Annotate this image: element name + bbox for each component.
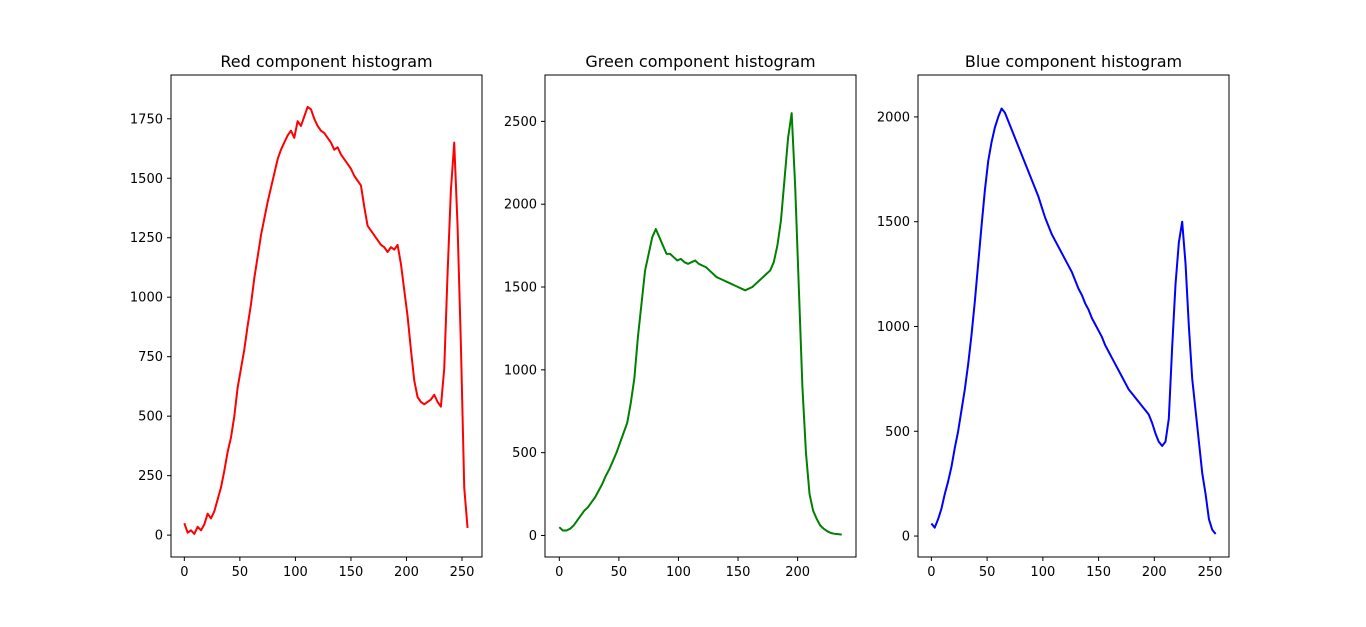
blue-y-tick-label: 500 [885, 425, 910, 440]
green-y-tick-label: 1500 [504, 281, 537, 296]
blue-series-line [930, 107, 1217, 535]
blue-histogram-panel: Blue component histogram 0 50 100 150 200 250 0… [877, 52, 1230, 580]
red-x-tick-label: 0 [180, 565, 188, 580]
red-y-tick-label: 250 [138, 469, 163, 484]
green-y-tick-label: 2500 [504, 115, 537, 130]
blue-x-tick-label: 250 [1198, 565, 1223, 580]
green-y-tick-label: 2000 [504, 198, 537, 213]
blue-y-tick-label: 0 [902, 530, 910, 545]
red-x-tick-label: 150 [339, 565, 364, 580]
green-chart-title: Green component histogram [585, 52, 815, 71]
blue-y-tick-label: 1500 [877, 215, 910, 230]
green-axes-frame [544, 74, 857, 558]
blue-chart-title: Blue component histogram [965, 52, 1182, 71]
blue-x-tick-label: 200 [1142, 565, 1167, 580]
red-y-tick-label: 1000 [130, 291, 163, 306]
green-x-tick-label: 0 [555, 565, 563, 580]
red-y-tick-label: 750 [138, 350, 163, 365]
blue-x-tick-label: 100 [1030, 565, 1055, 580]
red-y-tick-label: 0 [155, 529, 163, 544]
red-x-tick-label: 50 [232, 565, 249, 580]
red-y-tick-label: 1250 [130, 231, 163, 246]
red-y-tick-label: 1500 [130, 172, 163, 187]
green-x-tick-label: 50 [611, 565, 628, 580]
red-chart-title: Red component histogram [220, 52, 432, 71]
red-histogram-panel: Red component histogram 0 50 100 150 200 250 0 2… [130, 52, 483, 580]
red-series-line [183, 105, 469, 535]
blue-y-tick-label: 1000 [877, 320, 910, 335]
red-axes-frame [170, 74, 483, 558]
red-x-tick-label: 200 [394, 565, 419, 580]
red-x-tick-label: 100 [283, 565, 308, 580]
green-x-tick-label: 200 [785, 565, 810, 580]
green-x-tick-label: 150 [726, 565, 751, 580]
blue-x-tick-label: 0 [927, 565, 935, 580]
green-y-tick-label: 500 [512, 446, 537, 461]
blue-y-tick-label: 2000 [877, 110, 910, 125]
red-y-tick-label: 500 [138, 410, 163, 425]
green-x-tick-label: 100 [666, 565, 691, 580]
green-y-tick-label: 1000 [504, 363, 537, 378]
red-x-tick-label: 250 [450, 565, 475, 580]
blue-x-tick-label: 150 [1086, 565, 1111, 580]
blue-axes-frame [917, 74, 1230, 558]
green-series-line [558, 112, 842, 536]
red-y-tick-label: 1750 [130, 112, 163, 127]
green-y-tick-label: 0 [529, 529, 537, 544]
blue-x-tick-label: 50 [979, 565, 996, 580]
